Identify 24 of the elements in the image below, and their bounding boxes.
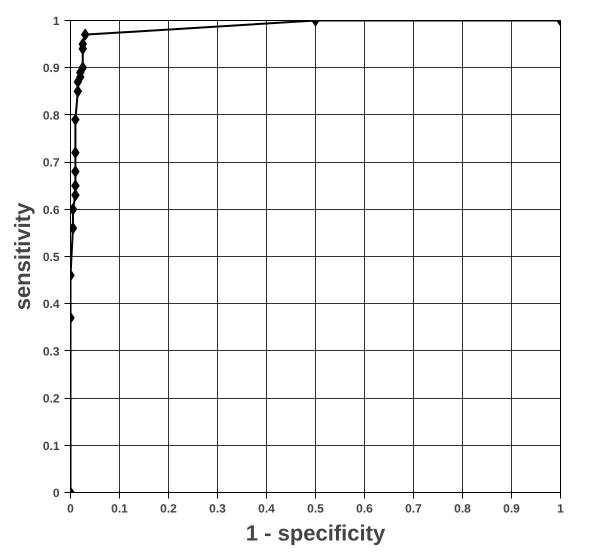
x-tick-label: 0.6: [356, 502, 374, 516]
x-tick-label: 0.7: [405, 502, 422, 516]
x-axis-title: 1 - specificity: [246, 520, 386, 546]
y-tick-label: 0: [52, 486, 60, 500]
x-tick-label: 0.1: [111, 502, 128, 516]
x-tick-label: 1: [557, 502, 564, 516]
y-tick-label: 0.5: [42, 250, 60, 264]
y-tick-label: 0.1: [42, 438, 60, 453]
y-tick-label: 0.2: [42, 392, 60, 406]
y-tick-label: 0.4: [42, 297, 60, 312]
x-tick-label: 0.4: [258, 502, 276, 516]
y-tick-label: 0.8: [42, 108, 60, 122]
x-tick-label: 0.9: [503, 502, 520, 516]
y-tick-label: 0.3: [42, 344, 60, 358]
x-tick-label: 0.2: [160, 502, 178, 516]
y-axis-title: sensitivity: [10, 202, 35, 310]
y-tick-label: 0.9: [42, 61, 60, 76]
x-tick-label: 0.5: [307, 502, 324, 516]
y-tick-label: 1: [52, 14, 60, 28]
y-tick-label: 0.7: [42, 156, 60, 170]
x-tick-label: 0.3: [209, 502, 226, 516]
x-tick-label: 0: [67, 502, 74, 516]
x-tick-label: 0.8: [454, 502, 472, 516]
y-tick-label: 0.6: [42, 202, 60, 217]
